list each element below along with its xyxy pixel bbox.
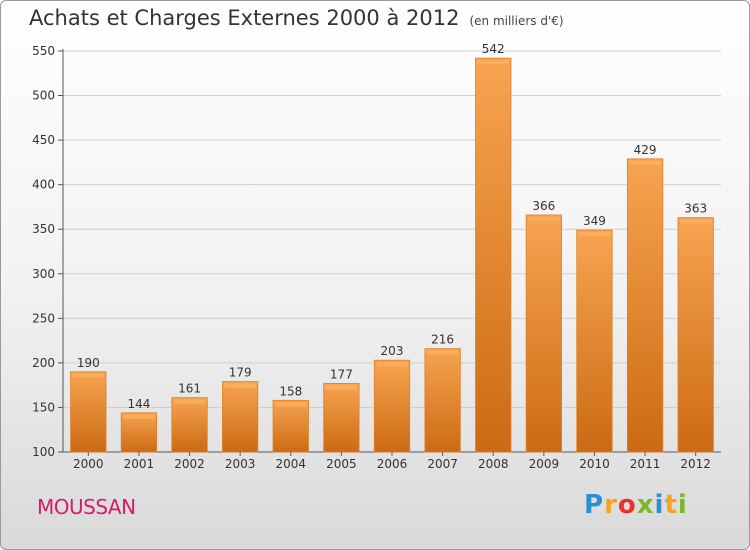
bar-value-label: 190 [77,356,100,370]
logo-letter: i [677,490,688,520]
y-tick-label: 500 [32,89,55,103]
bar-2001: 144 [120,397,158,453]
bar-highlight [578,232,611,237]
bar-2009: 366 [525,199,562,453]
proxiti-logo: Proxiti [584,490,688,520]
chart-subtitle: (en milliers d'€) [469,14,564,28]
x-tick-label: 2006 [377,457,408,471]
y-tick-label: 400 [32,178,55,192]
x-tick-label: 2005 [326,457,357,471]
bar-highlight [477,60,509,65]
logo-letter: o [617,490,637,520]
bar [222,381,259,453]
bar-2006: 203 [373,344,411,453]
bar-value-label: 363 [684,202,707,216]
x-tick-label: 2011 [630,457,661,471]
chart-title-text: Achats et Charges Externes 2000 à 2012 [29,6,460,30]
x-tick-label: 2007 [427,457,458,471]
bar-value-label: 144 [127,397,150,411]
y-tick-label: 100 [32,445,55,459]
y-tick-label: 300 [32,267,55,281]
bar-value-label: 429 [634,143,657,157]
bar [424,348,461,453]
city-name: MOUSSAN [37,495,136,519]
bar-2007: 216 [424,333,461,453]
logo-letter: i [654,490,665,520]
logo-letter: P [584,490,605,520]
bar-value-label: 161 [178,382,201,396]
x-tick-label: 2010 [579,457,610,471]
x-tick-label: 2009 [529,457,560,471]
y-tick-label: 450 [32,133,55,147]
bar [525,214,562,453]
bar-2002: 161 [171,382,208,453]
bar-2005: 177 [323,367,360,453]
x-tick-label: 2001 [124,457,155,471]
bar-highlight [679,219,712,224]
bar-highlight [173,399,206,404]
bar [626,158,664,453]
bar [677,217,714,453]
bars: 190 144 161 179 158 177 203 216 542 366 349 429 363 [70,42,714,453]
x-tick-label: 2012 [680,457,711,471]
bar [475,57,512,453]
bar-value-label: 542 [482,42,505,56]
y-tick-label: 550 [32,44,55,58]
y-tick-label: 200 [32,356,55,370]
bar-2000: 190 [70,356,107,453]
bar-highlight [426,350,459,355]
bar-highlight [224,383,256,388]
y-tick-label: 350 [32,222,55,236]
bar-value-label: 216 [431,333,454,347]
logo-letter: t [664,490,678,520]
x-tick-label: 2000 [73,457,104,471]
bar-2011: 429 [626,143,664,453]
x-tick-label: 2002 [174,457,205,471]
logo-letter: r [604,490,618,520]
bar [272,399,309,453]
bar [120,412,158,453]
bar [576,229,613,453]
bar [171,397,208,453]
bar-highlight [376,362,408,367]
chart-title: Achats et Charges Externes 2000 à 2012 (e… [29,6,564,30]
bar-highlight [123,414,155,419]
bar-value-label: 366 [532,199,555,213]
logo-letter: x [636,490,655,520]
bar-value-label: 177 [330,367,353,381]
bar-2010: 349 [576,214,613,453]
bar-value-label: 349 [583,214,606,228]
bar-2012: 363 [677,202,714,453]
bar [373,359,411,453]
x-tick-label: 2004 [275,457,306,471]
bar-2003: 179 [222,366,259,453]
bar-value-label: 203 [381,344,404,358]
bar [70,371,107,453]
y-tick-label: 150 [32,400,55,414]
bar-value-label: 158 [279,384,302,398]
y-tick-label: 250 [32,311,55,325]
bar-2004: 158 [272,384,309,453]
bar-2008: 542 [475,42,512,453]
bar-value-label: 179 [229,366,252,380]
bar-highlight [325,385,358,390]
bar-highlight [629,160,661,165]
bar-highlight [275,402,307,407]
x-tick-label: 2008 [478,457,509,471]
bar-highlight [72,373,105,378]
bar [323,382,360,453]
x-tick-label: 2003 [225,457,256,471]
bar-highlight [528,216,560,221]
